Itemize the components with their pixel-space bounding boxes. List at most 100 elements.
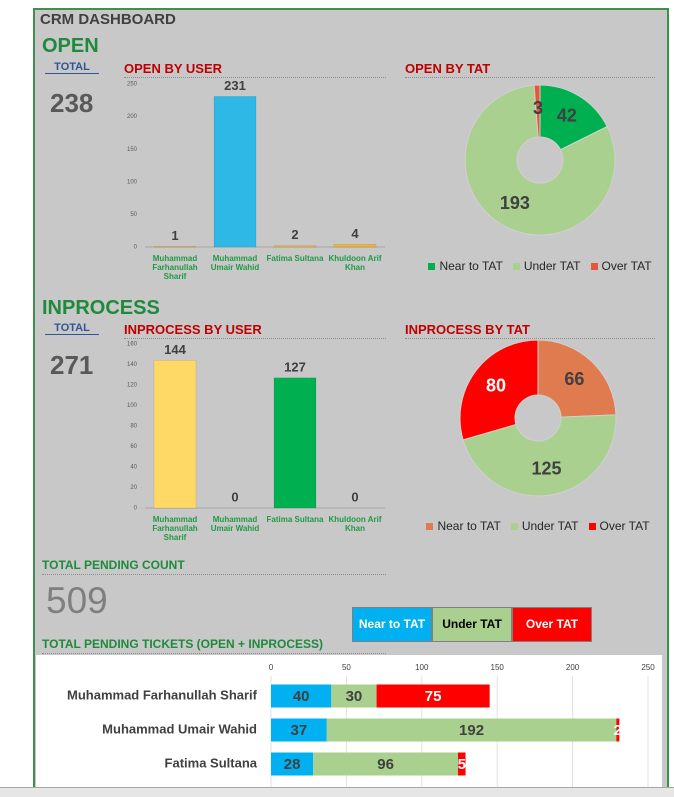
x-tick-label: 200 xyxy=(566,663,580,672)
legend-swatch xyxy=(428,262,436,270)
legend-item: Under TAT xyxy=(510,519,579,533)
bar-segment xyxy=(271,718,327,742)
dashboard-title: CRM DASHBOARD xyxy=(40,11,176,28)
bar-segment xyxy=(313,752,458,776)
data-label: 96 xyxy=(377,756,394,773)
data-label: 144 xyxy=(164,342,186,357)
data-label: 75 xyxy=(425,688,442,705)
legend-label: Under TAT xyxy=(521,519,579,533)
data-label: 2 xyxy=(614,722,622,739)
donut-slice xyxy=(537,339,617,418)
pending-total: 509 xyxy=(46,580,108,621)
x-tick-label: Muhammad Farhanullah Sharif xyxy=(152,515,198,543)
data-label: 42 xyxy=(557,105,577,125)
data-label: 0 xyxy=(231,489,238,504)
x-tick-label: Khuldoon Arif Khan xyxy=(328,515,382,534)
y-tick-label: 20 xyxy=(130,485,137,491)
total-value: 238 xyxy=(50,88,94,118)
y-tick-label: 200 xyxy=(127,114,138,120)
legend-label: Over TAT xyxy=(601,259,652,273)
legend-item: Over TAT xyxy=(590,259,652,273)
legend: Near to TAT Under TAT Over TAT xyxy=(400,259,674,273)
sheet-tabs xyxy=(0,787,674,797)
y-tick-label: 60 xyxy=(130,444,137,450)
pending-heading: TOTAL PENDING COUNT xyxy=(42,558,386,575)
data-label: 30 xyxy=(346,688,363,705)
x-tick-label: Muhammad Umair Wahid xyxy=(210,254,260,273)
x-tick-label: 0 xyxy=(269,663,274,672)
data-label: 4 xyxy=(351,226,359,241)
y-tick-label: 40 xyxy=(130,465,137,471)
legend-item: Near to TAT xyxy=(428,259,503,273)
bar xyxy=(273,377,317,509)
legend-item: Near to TAT xyxy=(352,607,432,642)
y-tick-label: Fatima Sultana xyxy=(165,755,258,770)
data-label: 3 xyxy=(533,98,543,118)
x-tick-label: Muhammad Farhanullah Sharif xyxy=(152,254,198,282)
bar xyxy=(333,244,377,248)
data-label: 0 xyxy=(351,489,358,504)
data-label: 231 xyxy=(224,78,246,93)
legend-swatch xyxy=(510,522,518,530)
x-tick-label: 50 xyxy=(342,663,351,672)
bar-segment xyxy=(376,684,490,708)
x-tick-label: Fatima Sultana xyxy=(266,515,324,524)
y-tick-label: 250 xyxy=(127,82,138,88)
data-label: 40 xyxy=(293,688,310,705)
bar-segment xyxy=(616,718,620,742)
total-label: TOTAL xyxy=(45,322,99,335)
legend-item: Over TAT xyxy=(588,519,650,533)
x-tick-label: 250 xyxy=(641,663,655,672)
y-tick-label: 120 xyxy=(127,383,138,389)
legend-label: Over TAT xyxy=(599,519,650,533)
data-label: 125 xyxy=(531,459,561,479)
section-heading: INPROCESS xyxy=(42,297,160,319)
legend-label: Near to TAT xyxy=(437,519,501,533)
data-label: 5 xyxy=(458,756,466,773)
legend-swatch xyxy=(588,522,596,530)
total-label: TOTAL xyxy=(45,61,99,74)
donut-slice xyxy=(539,84,608,151)
y-tick-label: 80 xyxy=(130,424,137,430)
bar-segment xyxy=(271,684,332,708)
y-tick-label: 160 xyxy=(127,342,138,348)
data-label: 37 xyxy=(291,722,308,739)
legend-swatch xyxy=(512,262,520,270)
chart-title: INPROCESS BY USER xyxy=(124,322,386,339)
bar xyxy=(153,360,197,509)
y-tick-label: 140 xyxy=(127,362,138,368)
y-tick-label: Muhammad Umair Wahid xyxy=(102,721,257,736)
bar xyxy=(153,246,197,248)
bar-segment xyxy=(326,718,617,742)
bar-segment xyxy=(457,752,466,776)
data-label: 80 xyxy=(486,375,506,395)
legend-item: Near to TAT xyxy=(426,519,501,533)
donut-slice xyxy=(459,339,539,441)
chart-title: OPEN BY TAT xyxy=(405,61,655,78)
data-label: 1 xyxy=(171,228,178,243)
legend-item: Over TAT xyxy=(512,607,592,642)
data-label: 127 xyxy=(284,359,306,374)
y-tick-label: 100 xyxy=(127,403,138,409)
x-tick-label: Muhammad Umair Wahid xyxy=(210,515,260,534)
legend-swatch xyxy=(426,522,434,530)
legend-label: Under TAT xyxy=(523,259,581,273)
total-value: 271 xyxy=(50,350,94,380)
section-heading: OPEN xyxy=(42,35,99,57)
legend: Near to TAT Under TAT Over TAT xyxy=(352,607,592,642)
chart-title: INPROCESS BY TAT xyxy=(405,322,655,339)
donut-slice xyxy=(462,414,617,497)
y-tick-label: 50 xyxy=(130,212,137,218)
data-label: 2 xyxy=(291,227,298,242)
data-label: 192 xyxy=(459,722,484,739)
x-tick-label: 150 xyxy=(491,663,505,672)
x-tick-label: Khuldoon Arif Khan xyxy=(328,254,382,273)
x-tick-label: 100 xyxy=(415,663,429,672)
legend-label: Near to TAT xyxy=(439,259,503,273)
data-label: 66 xyxy=(564,369,584,389)
y-tick-label: 0 xyxy=(134,245,138,251)
y-tick-label: Muhammad Farhanullah Sharif xyxy=(67,687,258,702)
legend-item: Under TAT xyxy=(432,607,512,642)
data-label: 28 xyxy=(284,756,301,773)
